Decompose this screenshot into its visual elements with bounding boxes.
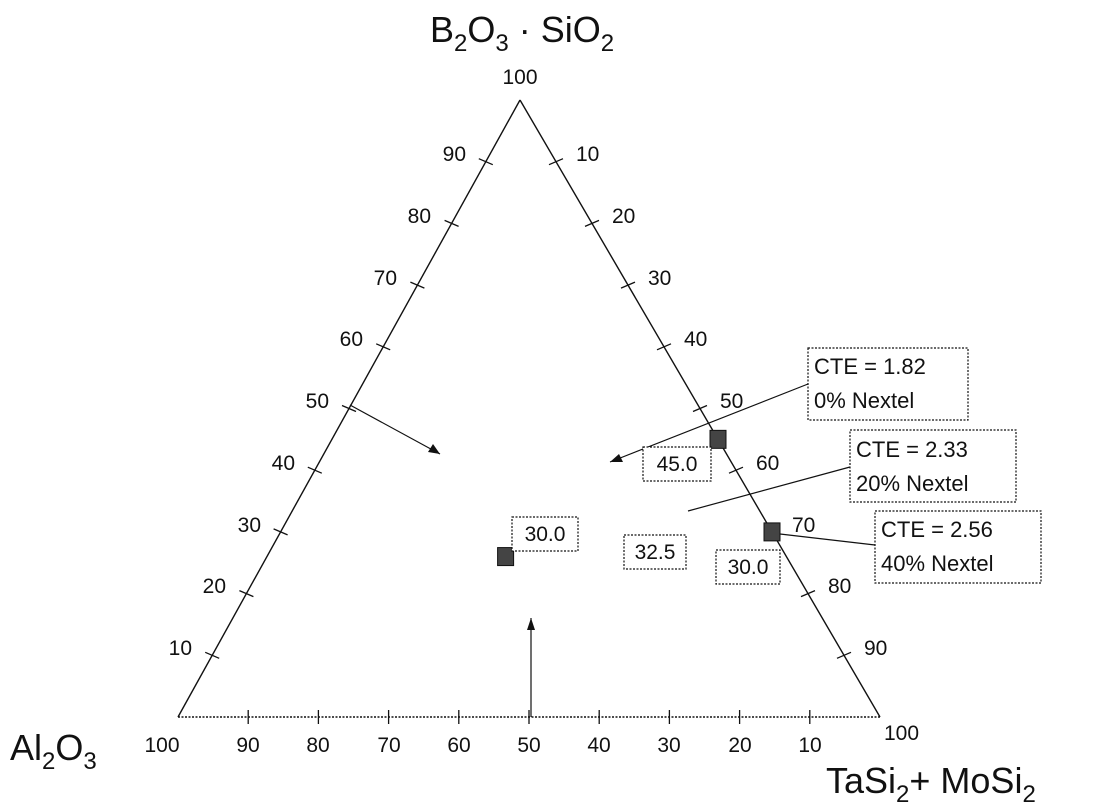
right-edge-tick-labels: 10 20 30 40 50 60 70 80 90 100 bbox=[576, 143, 919, 745]
data-point-marker bbox=[497, 547, 515, 567]
cte-value: CTE = 1.82 bbox=[814, 354, 926, 379]
cte-value: CTE = 2.56 bbox=[881, 517, 993, 542]
data-point-marker bbox=[763, 522, 781, 542]
left-edge-tick bbox=[444, 219, 459, 227]
left-tick-label: 80 bbox=[408, 205, 431, 228]
right-edge-tick bbox=[584, 219, 600, 227]
bottom-tick-label: 90 bbox=[236, 734, 259, 757]
left-tick-label: 50 bbox=[306, 390, 329, 413]
right-edge-tick bbox=[692, 404, 708, 413]
right-tick-label: 90 bbox=[864, 637, 887, 660]
right-tick-label: 10 bbox=[576, 143, 599, 166]
apex-label-left: Al2O3 bbox=[10, 727, 97, 775]
nextel-percent: 20% Nextel bbox=[856, 471, 969, 496]
left-tick-label: 40 bbox=[272, 452, 295, 475]
left-edge-tick bbox=[273, 528, 288, 536]
left-edge-tick bbox=[341, 404, 357, 413]
bottom-tick-label: 80 bbox=[306, 734, 329, 757]
right-edge-tick bbox=[836, 651, 852, 659]
value-label-box: 32.5 bbox=[623, 534, 687, 570]
right-tick-label: 20 bbox=[612, 205, 635, 228]
right-tick-label: 80 bbox=[828, 575, 851, 598]
value-label-text: 45.0 bbox=[657, 453, 698, 476]
bottom-tick-label: 20 bbox=[728, 734, 751, 757]
left-edge-tick bbox=[410, 281, 425, 289]
right-tick-label: 100 bbox=[884, 722, 919, 745]
left-edge-tick bbox=[375, 343, 391, 351]
left-tick-label: 70 bbox=[374, 267, 397, 290]
left-edge-tick bbox=[478, 158, 494, 166]
axis-direction-arrows bbox=[349, 404, 535, 717]
bottom-tick-label: 40 bbox=[587, 734, 610, 757]
bottom-tick-label: 70 bbox=[377, 734, 400, 757]
value-label-box: 30.0 bbox=[511, 516, 579, 552]
value-label-box: 30.0 bbox=[715, 549, 781, 585]
cte-annotation-box: CTE = 1.82 0% Nextel bbox=[807, 347, 969, 421]
cte-annotations: CTE = 1.82 0% Nextel CTE = 2.33 20% Next… bbox=[807, 347, 1042, 584]
annotation-leader-3 bbox=[779, 533, 876, 546]
right-tick-label: 40 bbox=[684, 328, 707, 351]
value-label-text: 30.0 bbox=[728, 556, 769, 579]
right-tick-label: 30 bbox=[648, 267, 671, 290]
right-tick-label: 60 bbox=[756, 452, 779, 475]
left-tick-label: 90 bbox=[443, 143, 466, 166]
bottom-tick-label: 100 bbox=[144, 734, 179, 757]
bottom-tick-label: 10 bbox=[798, 734, 821, 757]
bottom-tick-label: 30 bbox=[657, 734, 680, 757]
value-label-text: 30.0 bbox=[525, 523, 566, 546]
apex-label-top: B2O3 · SiO2 bbox=[430, 9, 614, 57]
left-edge-tick bbox=[239, 590, 254, 598]
left-edge-tick bbox=[307, 466, 323, 474]
left-tick-label: 20 bbox=[203, 575, 226, 598]
bottom-tick-label: 60 bbox=[447, 734, 470, 757]
arrowhead-icon bbox=[428, 444, 440, 454]
value-label-text: 32.5 bbox=[635, 541, 676, 564]
value-labels: 45.0 32.5 30.0 30.0 bbox=[511, 446, 781, 585]
cte-annotation-box: CTE = 2.56 40% Nextel bbox=[874, 510, 1042, 584]
data-point-marker bbox=[709, 429, 727, 449]
left-tick-label: 100 bbox=[502, 66, 537, 89]
right-edge-tick bbox=[620, 281, 636, 289]
left-tick-label: 60 bbox=[340, 328, 363, 351]
right-edge-tick bbox=[656, 343, 672, 351]
arrowhead-icon bbox=[527, 618, 535, 630]
annotation-leader-2 bbox=[687, 466, 851, 512]
arrowhead-icon bbox=[610, 454, 623, 462]
left-tick-label: 30 bbox=[238, 514, 261, 537]
right-edge-tick bbox=[548, 158, 564, 166]
right-tick-label: 70 bbox=[792, 514, 815, 537]
right-tick-label: 50 bbox=[720, 390, 743, 413]
tick-marks bbox=[204, 158, 852, 724]
right-edge-tick bbox=[800, 590, 816, 598]
left-tick-label: 10 bbox=[169, 637, 192, 660]
cte-annotation-box: CTE = 2.33 20% Nextel bbox=[849, 429, 1017, 503]
cte-value: CTE = 2.33 bbox=[856, 437, 968, 462]
bottom-tick-label: 50 bbox=[517, 734, 540, 757]
nextel-percent: 40% Nextel bbox=[881, 551, 994, 576]
left-edge-tick bbox=[204, 651, 220, 659]
bottom-edge-tick-labels: 100 90 80 70 60 50 40 30 20 10 bbox=[144, 734, 821, 757]
apex-label-right: TaSi2+ MoSi2 bbox=[826, 760, 1036, 805]
right-edge-tick bbox=[728, 466, 744, 474]
value-label-box: 45.0 bbox=[642, 446, 712, 482]
nextel-percent: 0% Nextel bbox=[814, 388, 914, 413]
left-axis-arrow bbox=[349, 404, 441, 455]
left-edge-tick-labels: 100 90 80 70 60 50 40 30 20 10 bbox=[169, 66, 538, 660]
